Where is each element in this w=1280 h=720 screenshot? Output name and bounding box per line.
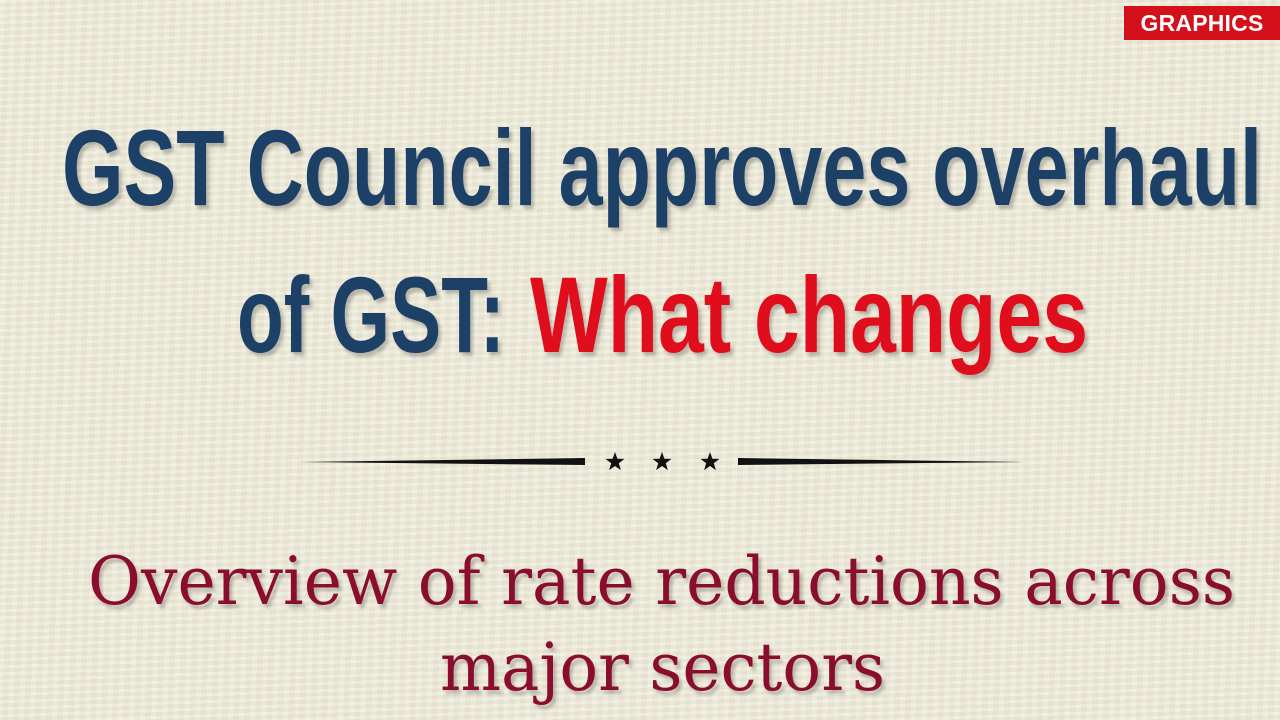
star-icon (652, 452, 672, 471)
star-icon (700, 452, 720, 471)
subtitle-line-2: major sectors (440, 629, 885, 706)
divider-line-right (738, 458, 1023, 465)
divider-line-left (300, 458, 585, 465)
star-icon (605, 452, 625, 471)
subtitle-line-1: Overview of rate reductions across (88, 543, 1235, 620)
headline-line-2-prefix: of GST: (237, 254, 505, 375)
graphics-badge: GRAPHICS (1124, 6, 1280, 40)
headline-highlight: What changes (530, 254, 1088, 375)
divider (300, 452, 1023, 471)
headline-line-1: GST Council approves overhaul (62, 107, 1262, 228)
